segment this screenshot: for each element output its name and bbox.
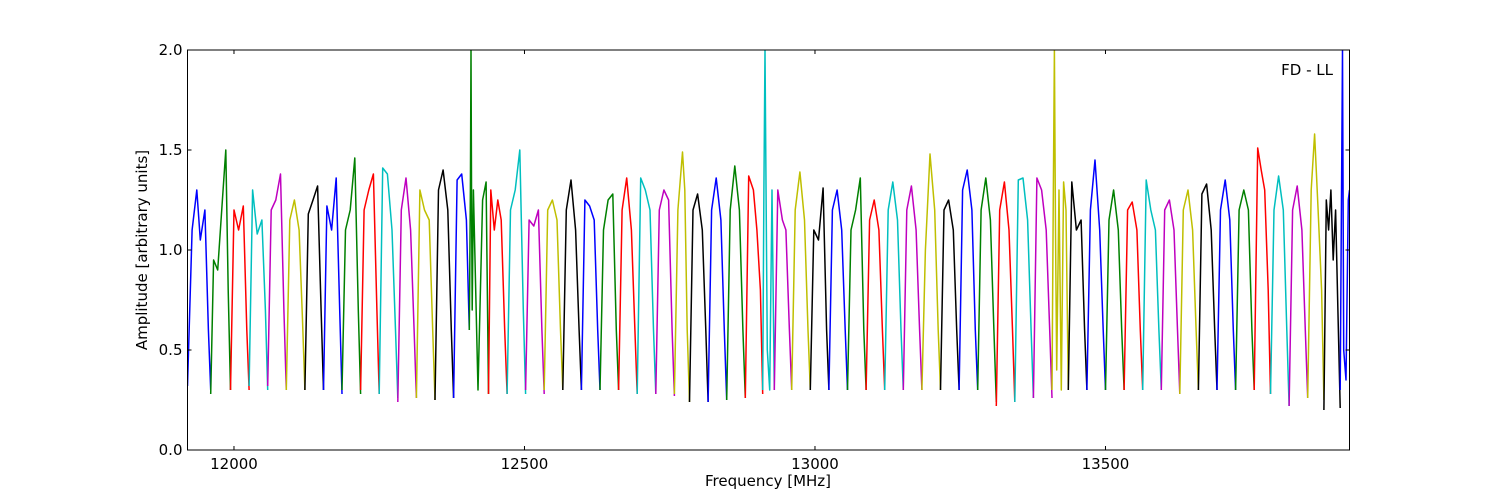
series-line-63 bbox=[1323, 189, 1341, 411]
series-line-11 bbox=[378, 167, 399, 399]
series-line-46 bbox=[1014, 177, 1035, 403]
x-tick-label: 13000 bbox=[791, 455, 839, 473]
series-line-18 bbox=[506, 149, 527, 395]
x-tick-label: 13500 bbox=[1082, 455, 1130, 473]
series-line-41 bbox=[921, 153, 942, 391]
series-line-3 bbox=[229, 205, 250, 391]
y-tick-label: 2.0 bbox=[159, 41, 183, 59]
series-line-49 bbox=[1067, 181, 1088, 391]
series-line-62 bbox=[1306, 133, 1325, 401]
series-line-52 bbox=[1123, 201, 1144, 391]
series-line-61 bbox=[1288, 185, 1309, 407]
series-line-59 bbox=[1253, 147, 1272, 395]
series-line-57 bbox=[1216, 179, 1237, 391]
series-line-1 bbox=[187, 189, 212, 391]
annotation-label: FD - LL bbox=[1281, 61, 1333, 79]
series-line-39 bbox=[883, 181, 905, 391]
y-tick-label: 0.0 bbox=[159, 441, 183, 459]
series-line-4 bbox=[248, 189, 269, 391]
series-line-64 bbox=[1339, 50, 1350, 391]
series-line-29 bbox=[707, 177, 728, 403]
series-line-17 bbox=[487, 189, 508, 395]
series-line-26 bbox=[655, 189, 676, 397]
series-line-15 bbox=[452, 173, 471, 399]
series-line-53 bbox=[1141, 179, 1163, 391]
x-tick-label: 12500 bbox=[501, 455, 549, 473]
series-line-20 bbox=[543, 199, 564, 391]
series-line-13 bbox=[415, 189, 436, 401]
series-line-55 bbox=[1179, 189, 1200, 395]
series-line-25 bbox=[636, 177, 657, 395]
series-line-43 bbox=[958, 169, 979, 391]
series-line-54 bbox=[1160, 199, 1181, 395]
series-line-5 bbox=[266, 173, 288, 391]
y-tick-label: 1.5 bbox=[159, 141, 183, 159]
series-line-60 bbox=[1269, 175, 1290, 407]
series-line-14 bbox=[434, 169, 455, 401]
series-line-35 bbox=[809, 187, 830, 391]
series-line-56 bbox=[1197, 183, 1218, 391]
series-line-37 bbox=[846, 177, 867, 391]
series-line-45 bbox=[995, 181, 1016, 407]
series-line-2 bbox=[209, 149, 232, 395]
series-line-47 bbox=[1032, 177, 1053, 399]
series-line-38 bbox=[865, 199, 886, 391]
series-line-48 bbox=[1051, 50, 1070, 391]
series-line-10 bbox=[359, 173, 380, 395]
series-line-23 bbox=[599, 193, 620, 391]
series-line-7 bbox=[304, 185, 325, 391]
series-line-24 bbox=[617, 177, 638, 395]
series-line-51 bbox=[1104, 189, 1125, 391]
series-line-30 bbox=[725, 165, 747, 401]
series-line-34 bbox=[790, 171, 812, 391]
series-line-22 bbox=[580, 199, 601, 391]
series-line-44 bbox=[976, 177, 998, 403]
series-line-12 bbox=[397, 177, 418, 403]
axis-ticks: 12000 12500 13000 13500 0.0 0.5 1.0 1.5 2.0 bbox=[159, 41, 1350, 473]
y-tick-label: 0.5 bbox=[159, 341, 183, 359]
series-line-50 bbox=[1086, 159, 1107, 391]
series-line-6 bbox=[285, 199, 306, 391]
series-line-28 bbox=[688, 193, 709, 403]
series-line-36 bbox=[828, 189, 849, 391]
y-tick-label: 1.0 bbox=[159, 241, 183, 259]
y-axis-label: Amplitude [arbitrary units] bbox=[133, 150, 151, 350]
series-line-33 bbox=[773, 189, 793, 391]
series-line-58 bbox=[1234, 189, 1255, 391]
series-line-16 bbox=[468, 50, 490, 395]
series-line-19 bbox=[524, 209, 545, 395]
x-tick-label: 12000 bbox=[210, 455, 258, 473]
x-axis-label: Frequency [MHz] bbox=[705, 472, 831, 490]
series-line-40 bbox=[902, 185, 923, 391]
series-line-9 bbox=[341, 157, 362, 395]
series-line-8 bbox=[322, 177, 343, 395]
series-line-27 bbox=[673, 151, 691, 403]
series-line-42 bbox=[939, 199, 960, 391]
series-line-31 bbox=[744, 175, 764, 399]
series-line-32 bbox=[761, 50, 776, 391]
plot-lines bbox=[187, 50, 1350, 411]
series-line-21 bbox=[562, 179, 583, 391]
